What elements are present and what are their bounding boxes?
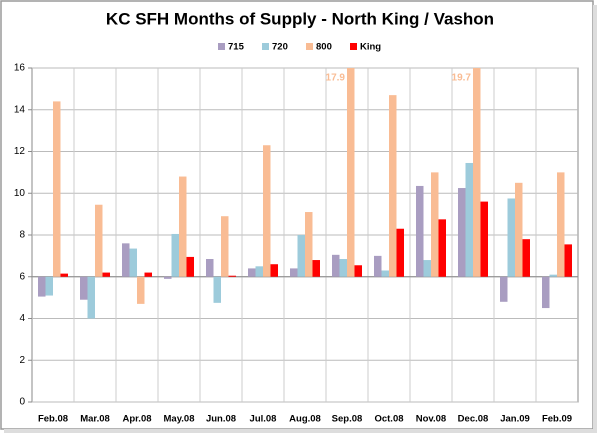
bar [312,260,320,277]
bar [515,182,523,277]
x-tick-label: Aug.08 [289,414,321,425]
y-tick-label: 14 [14,104,26,115]
bar [270,264,278,277]
x-tick-label: Mar.08 [80,414,110,425]
bar [206,259,214,277]
x-tick-label: Apr.08 [122,414,151,425]
bar [381,270,389,277]
bar [179,176,187,277]
bar [416,185,424,277]
y-tick-label: 2 [19,355,25,366]
legend-label: 715 [228,42,245,53]
data-label: 19.7 [452,73,472,84]
bar [564,244,572,277]
x-tick-label: Feb.08 [38,414,68,425]
bar [129,248,137,277]
bar [228,275,236,277]
bar [339,259,347,277]
bar [549,274,557,277]
bar [171,233,179,277]
y-tick-label: 10 [14,188,26,199]
legend-label: 800 [316,42,332,53]
bar [80,276,88,300]
bar [38,276,46,297]
bar [374,255,382,277]
y-tick-label: 6 [19,271,25,282]
bar [507,198,515,277]
shadow [593,5,597,433]
bar [557,172,565,277]
bar [248,268,256,277]
bar [438,219,446,277]
y-tick-label: 8 [19,230,25,241]
bar [332,254,340,277]
bar [137,276,145,304]
x-tick-label: Jun.08 [206,414,236,425]
bar [396,228,404,277]
bar [431,172,439,277]
x-tick-label: Jul.08 [250,414,277,425]
legend-swatch [306,43,313,50]
bar [144,272,152,277]
y-tick-label: 16 [14,63,26,74]
bar [221,216,229,277]
bar [60,273,68,277]
bar [263,145,271,277]
bar [255,266,263,277]
bar [389,95,397,277]
bar [500,276,508,302]
bar [465,162,473,277]
bar [297,235,305,277]
x-tick-label: Jan.09 [500,414,530,425]
x-tick-label: May.08 [164,414,195,425]
x-tick-label: Oct.08 [374,414,403,425]
legend-swatch [350,43,357,50]
bar [87,276,95,319]
bar [522,239,530,277]
bar [458,188,466,277]
bar [305,212,313,277]
bar [102,272,110,277]
x-tick-label: Nov.08 [416,414,446,425]
x-tick-label: Sep.08 [332,414,363,425]
bar [53,101,61,277]
bar [122,243,130,277]
bar [213,276,221,303]
y-tick-label: 4 [19,313,25,324]
bar [164,276,172,279]
shadow [4,429,596,433]
bar [423,260,431,277]
bar [473,68,481,277]
chart-title: KC SFH Months of Supply - North King / V… [106,9,494,28]
bar [354,265,362,277]
x-tick-label: Dec.08 [458,414,489,425]
bar [290,268,298,277]
bar [186,256,194,277]
bar [480,201,488,277]
x-tick-label: Feb.09 [542,414,572,425]
bar [347,68,355,277]
legend-swatch [262,43,269,50]
bar [542,276,550,309]
legend-swatch [218,43,225,50]
y-tick-label: 0 [19,397,25,408]
legend-label: King [360,42,381,53]
y-tick-label: 12 [14,146,26,157]
bar [45,276,53,296]
bar [95,204,103,277]
legend-label: 720 [272,42,288,53]
data-label: 17.9 [326,73,346,84]
